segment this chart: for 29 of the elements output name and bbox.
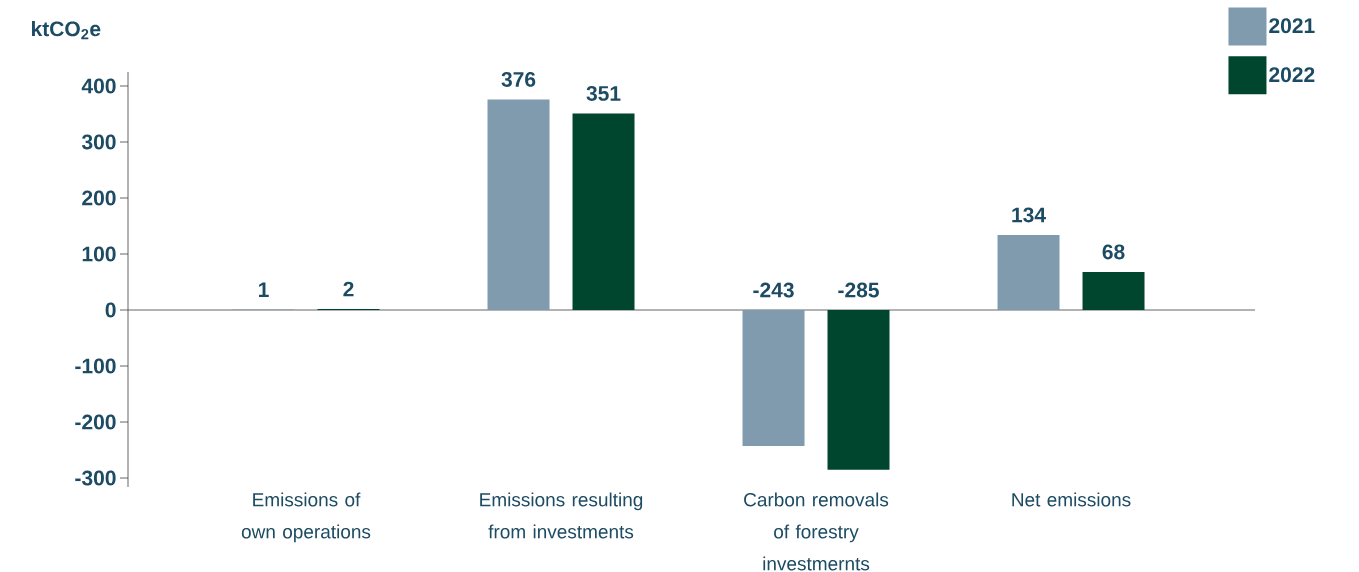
legend-label: 2021 [1269, 18, 1315, 34]
x-tick-label: Emissions resulting from investments [480, 492, 643, 539]
bar [572, 113, 635, 311]
data-label: 2 [343, 281, 354, 297]
bar [1082, 271, 1145, 311]
y-tick-label: 0 [105, 302, 116, 318]
x-tick-label: Net emissions [1012, 492, 1131, 507]
data-label: 376 [501, 72, 536, 87]
bar [742, 310, 805, 447]
y-tick-label: -200 [75, 414, 116, 430]
bar [827, 310, 890, 470]
y-axis-title: ktCO$_{2}$e [32, 20, 101, 40]
data-label: 68 [1102, 244, 1125, 260]
data-label: 1 [258, 282, 269, 297]
data-label: -243 [753, 282, 794, 298]
y-tick-label: 300 [81, 134, 116, 150]
x-tick-label: Carbon removals of forestry investmernts [744, 492, 889, 571]
legend-label: 2022 [1269, 67, 1315, 83]
y-tick-label: -300 [75, 470, 116, 486]
x-tick-label: Emissions of own operations [241, 492, 371, 543]
data-label: -285 [838, 282, 879, 298]
data-label: 351 [586, 86, 621, 101]
y-tick-label: -100 [75, 358, 116, 374]
data-label: 134 [1012, 207, 1046, 223]
y-tick-label: 400 [81, 78, 116, 94]
bar [487, 99, 550, 311]
y-tick-label: 200 [82, 190, 116, 206]
y-tick-label: 100 [82, 246, 116, 262]
bar [997, 234, 1060, 311]
